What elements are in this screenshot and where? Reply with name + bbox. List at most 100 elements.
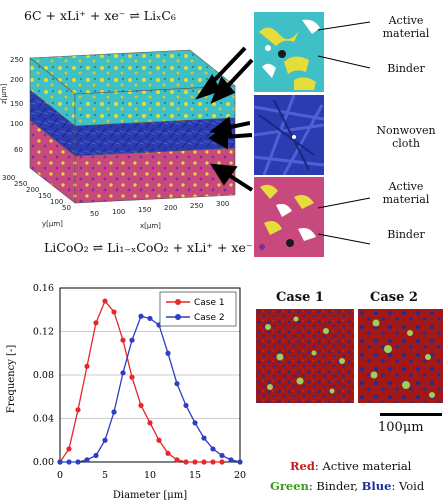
chart-x-tick-label: 20 [234,470,246,481]
chart-legend [159,291,237,327]
y-tick-300: 300 [2,174,15,182]
electrode-3d-model: 250 200 150 100 60 z[μm] 300 250 200 150… [0,46,250,230]
case1-microstructure [256,309,354,403]
x-tick-250: 250 [190,202,203,210]
y-tick-250: 250 [14,180,27,188]
data-point-case2 [219,452,225,459]
connector-arrows [208,58,254,192]
separator-label: Nonwoven cloth [376,124,436,150]
chart-x-tick-label: 15 [189,470,201,481]
data-point-case1 [93,320,99,326]
x-tick-150: 150 [138,206,151,214]
data-point-case1 [174,457,180,463]
z-axis-label: z[μm] [0,83,8,104]
z-tick-250: 250 [10,56,23,64]
chart-y-ticks: 0.00 0.04 0.08 0.12 0.16 [33,283,54,468]
key-green-desc: : Binder, [308,479,362,493]
data-point-case1 [102,298,108,304]
x-axis-label: x[μm] [140,222,161,230]
z-tick-200: 200 [10,76,23,84]
x-tick-200: 200 [164,204,177,212]
data-point-case1 [192,459,198,465]
anode-detail-image [254,12,324,92]
key-red-desc: : Active material [314,459,412,473]
data-point-case2 [201,435,207,441]
scale-bar-label: 100μm [378,420,424,435]
cathode-front-face [74,147,236,204]
data-point-case1 [156,437,162,443]
color-key-line2: Green: Binder, Blue: Void [270,478,424,495]
data-point-case2 [75,459,81,465]
anode-active-label: Active material [382,14,430,40]
chart-series [57,298,243,465]
data-point-case1 [84,363,90,369]
data-point-case1 [138,402,144,409]
chart-x-axis-label: Diameter [μm] [113,490,187,501]
data-point-case2 [120,370,126,376]
chart-y-tick-label: 0.16 [33,283,54,294]
key-red: Red [290,459,315,473]
anode-binder-label: Binder [387,62,425,75]
data-point-case2 [66,459,72,465]
case2-title: Case 2 [370,290,418,305]
data-point-case1 [111,309,117,315]
color-key-line1: Red: Active material [290,458,411,475]
chart-x-ticks: 0 5 10 15 20 [57,470,246,481]
data-point-case2 [147,315,153,322]
chart-x-tick-label: 5 [102,470,108,481]
data-point-case1 [66,446,72,452]
data-point-case1 [75,407,81,413]
data-point-case2 [138,313,144,319]
separator-detail-image [254,95,324,175]
data-point-case2 [210,446,216,452]
diameter-frequency-chart: 0.00 0.04 0.08 0.12 0.16 0 5 10 15 20 Frequency … [6,283,246,501]
chart-gridlines [60,331,240,419]
data-point-case2 [192,420,198,426]
chart-y-axis-label: Frequency [-] [6,345,17,414]
chart-y-tick-label: 0.04 [33,414,54,425]
data-point-case1 [129,374,135,380]
series-line-case2 [60,315,241,463]
legend-case1-label: Case 1 [194,298,225,308]
x-tick-50: 50 [90,210,99,218]
data-point-case2 [84,457,90,463]
scale-bar [380,413,442,416]
data-point-case2 [174,381,180,387]
x-tick-300: 300 [216,200,229,208]
key-green: Green [270,479,309,493]
cathode-detail-image [254,177,324,257]
callout-lines [318,21,371,245]
x-tick-100: 100 [112,208,125,216]
data-point-case2 [237,459,243,465]
chart-x-tick-label: 10 [144,470,156,481]
y-tick-100: 100 [50,198,63,206]
y-tick-150: 150 [38,192,51,200]
cathode-equation: LiCoO₂ ⇌ Li₁₋ₓCoO₂ + xLi⁺ + xe⁻ [44,240,253,255]
data-point-case1 [219,459,225,465]
chart-plot-frame [59,287,241,463]
chart-y-tick-label: 0.00 [33,457,54,468]
chart-y-tick-label: 0.12 [33,327,54,338]
data-point-case1 [165,450,171,456]
case1-title: Case 1 [276,290,324,305]
data-point-case1 [147,420,153,426]
y-tick-200: 200 [26,186,39,194]
data-point-case2 [57,459,63,465]
y-axis-label: y[μm] [42,220,63,228]
legend-case2-label: Case 2 [194,313,225,323]
chart-y-tick-label: 0.08 [33,370,54,381]
legend-case2-marker [175,314,181,320]
anode-equation: 6C + xLi⁺ + xe⁻ ⇌ LiₓC₆ [24,8,176,23]
data-point-case2 [102,437,108,443]
key-blue: Blue [361,479,392,493]
key-blue-desc: : Void [391,479,425,493]
cathode-active-label: Active material [382,180,430,206]
data-point-case2 [165,350,171,356]
data-point-case1 [120,337,126,343]
data-point-case2 [228,457,234,463]
cathode-binder-label: Binder [387,228,425,241]
y-tick-50: 50 [62,204,71,212]
data-point-case1 [210,459,216,465]
z-tick-100: 100 [10,120,23,128]
data-point-case2 [93,452,99,459]
